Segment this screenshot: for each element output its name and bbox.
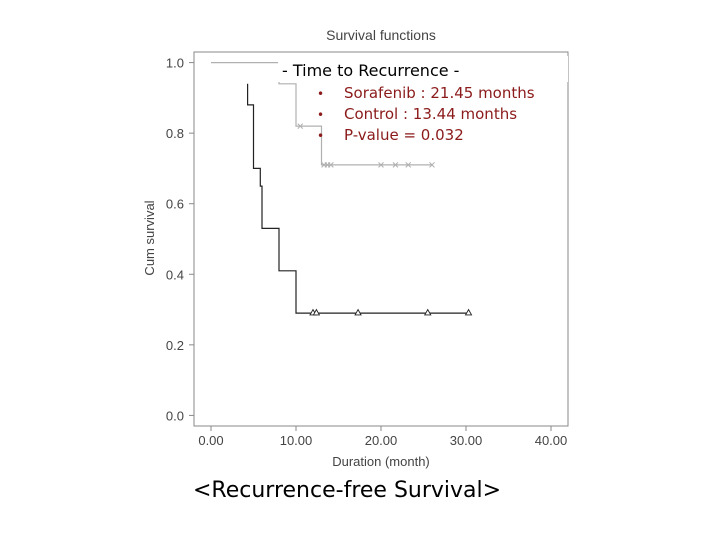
- censor-mark-x: [429, 162, 435, 168]
- y-tick-label: 0.8: [166, 126, 184, 141]
- annotation-item-sorafenib: Sorafenib : 21.45 months: [344, 84, 535, 102]
- chart-title: Survival functions: [326, 27, 436, 43]
- plot-area: [193, 51, 569, 427]
- annotation-item-pvalue: P-value = 0.032: [344, 126, 464, 144]
- y-tick-label: 0.4: [166, 267, 184, 282]
- x-axis-ticks: 0.00 10.00 20.00 30.00 40.00: [198, 426, 567, 448]
- y-tick-label: 0.2: [166, 338, 184, 353]
- annotation-item-control: Control : 13.44 months: [344, 105, 517, 123]
- y-tick-label: 1.0: [166, 56, 184, 71]
- censor-mark-x: [378, 162, 384, 168]
- y-tick-label: 0.6: [166, 197, 184, 212]
- censor-mark-x: [405, 162, 412, 168]
- annotation-heading-bg: [278, 56, 568, 82]
- x-tick-label: 10.00: [280, 433, 313, 448]
- x-axis-label: Duration (month): [332, 454, 430, 469]
- censor-mark-triangle: [312, 308, 321, 316]
- annotation-heading: - Time to Recurrence -: [282, 61, 459, 80]
- y-axis-ticks: 0.0 0.2 0.4 0.6 0.8 1.0: [166, 56, 194, 423]
- figure-caption: <Recurrence-free Survival>: [193, 478, 502, 503]
- censor-mark-triangle: [354, 308, 362, 316]
- x-tick-label: 20.00: [365, 433, 398, 448]
- censor-mark-x: [392, 162, 399, 168]
- censor-mark-triangle: [464, 308, 473, 316]
- annotation-bullet: •: [317, 108, 324, 122]
- censor-mark-x: [297, 123, 304, 129]
- annotation-bullet: •: [317, 87, 324, 101]
- x-tick-label: 0.00: [198, 433, 223, 448]
- y-axis-label: Cum survival: [142, 200, 157, 275]
- survival-curve-2: [247, 83, 469, 314]
- annotation-bullet: •: [317, 129, 324, 143]
- censor-mark-triangle: [423, 308, 432, 316]
- y-tick-label: 0.0: [166, 408, 184, 423]
- x-tick-label: 40.00: [535, 433, 568, 448]
- x-tick-label: 30.00: [450, 433, 483, 448]
- censor-mark-x: [327, 162, 334, 168]
